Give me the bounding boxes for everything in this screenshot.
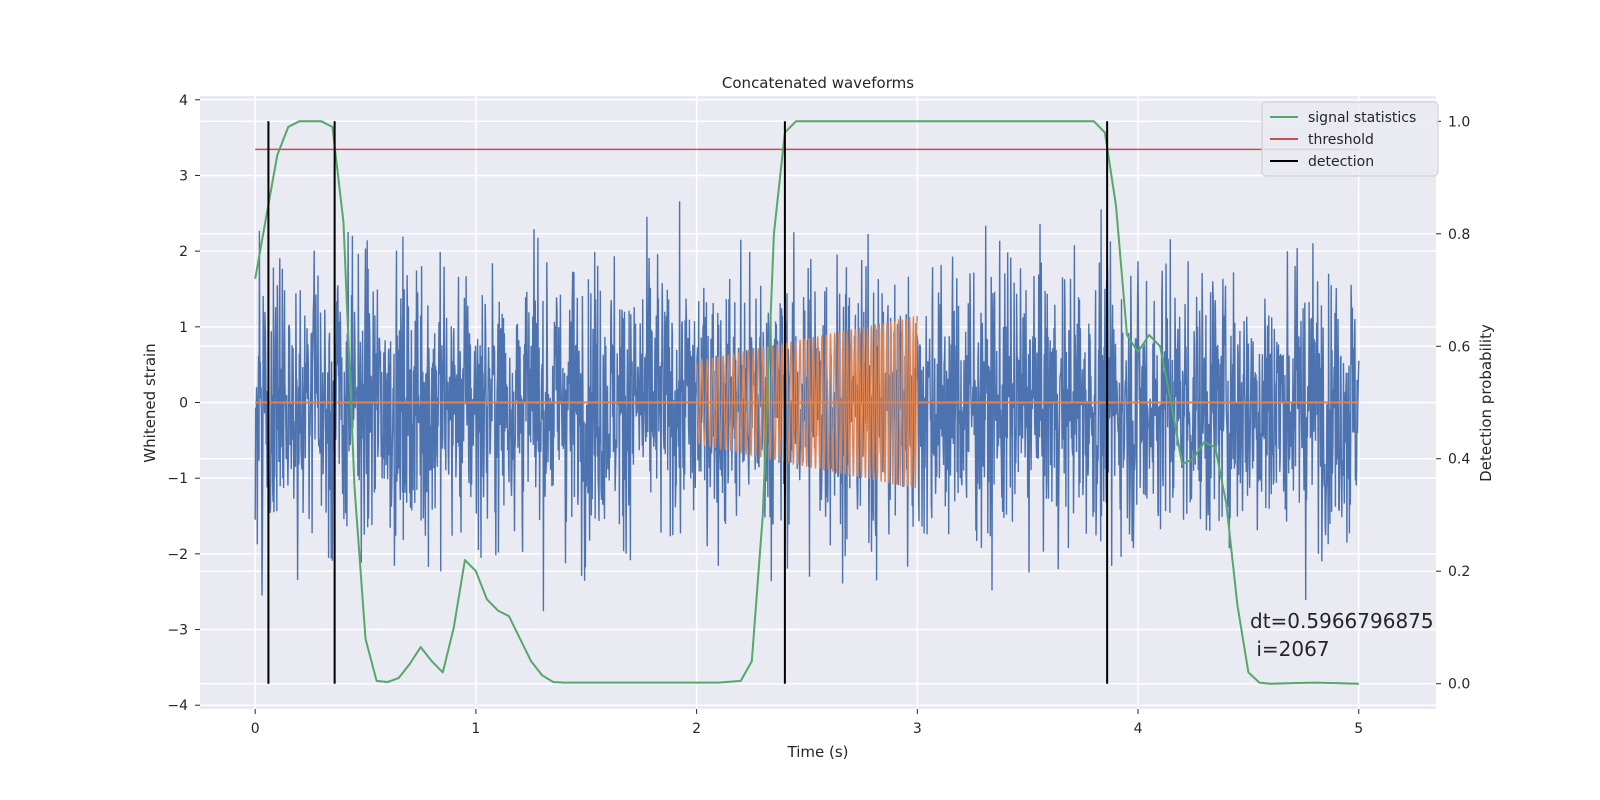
y-tick-label: −2 bbox=[167, 547, 188, 563]
y-axis-label: Whitened strain bbox=[141, 343, 159, 462]
y-right-tick-label: 0.2 bbox=[1448, 564, 1470, 580]
signal-statistics-series bbox=[254, 120, 1359, 685]
y-tick-label: 0 bbox=[179, 396, 188, 412]
axis-ticks: 0 1 2 3 4 5 −4 −3 −2 −1 0 1 2 3 4 0.0 0.2 0.4 0.6 0.8 1.0 bbox=[167, 93, 1470, 737]
y-right-tick-label: 1.0 bbox=[1448, 114, 1470, 130]
legend-label: signal statistics bbox=[1308, 110, 1416, 126]
y-tick-label: 2 bbox=[179, 244, 188, 260]
x-tick-label: 4 bbox=[1134, 721, 1143, 737]
chirp-series bbox=[255, 315, 1359, 489]
x-tick-label: 5 bbox=[1354, 721, 1363, 737]
y-tick-label: −1 bbox=[167, 471, 188, 487]
x-tick-label: 3 bbox=[913, 721, 922, 737]
dt-annotation: dt=0.5966796875 i=2067 bbox=[1250, 609, 1434, 661]
annotation-line: i=2067 bbox=[1250, 637, 1330, 661]
y-tick-label: 4 bbox=[179, 93, 188, 109]
signal-statistics-line bbox=[254, 120, 1359, 685]
annotation-line: dt=0.5966796875 bbox=[1250, 609, 1434, 633]
y-right-tick-label: 0.8 bbox=[1448, 227, 1470, 243]
detection-lines bbox=[267, 121, 1109, 684]
legend-label: detection bbox=[1308, 154, 1374, 170]
y-tick-label: −4 bbox=[167, 698, 188, 714]
x-tick-label: 1 bbox=[471, 721, 480, 737]
x-axis-label: Time (s) bbox=[787, 743, 849, 761]
y-tick-label: 1 bbox=[179, 320, 188, 336]
chart-title: Concatenated waveforms bbox=[722, 74, 914, 92]
y-tick-label: 3 bbox=[179, 168, 188, 184]
legend-box bbox=[1261, 101, 1439, 177]
y-tick-label: −3 bbox=[167, 623, 188, 639]
y-right-tick-label: 0.0 bbox=[1448, 677, 1470, 693]
y-right-tick-label: 0.6 bbox=[1448, 339, 1470, 355]
y-right-tick-label: 0.4 bbox=[1448, 452, 1470, 468]
y-right-axis-label: Detection probability bbox=[1477, 324, 1495, 482]
x-tick-label: 0 bbox=[251, 721, 260, 737]
legend-label: threshold bbox=[1308, 132, 1374, 148]
x-tick-label: 2 bbox=[692, 721, 701, 737]
chirp-line bbox=[695, 315, 918, 489]
legend: signal statistics threshold detection bbox=[1261, 101, 1439, 177]
